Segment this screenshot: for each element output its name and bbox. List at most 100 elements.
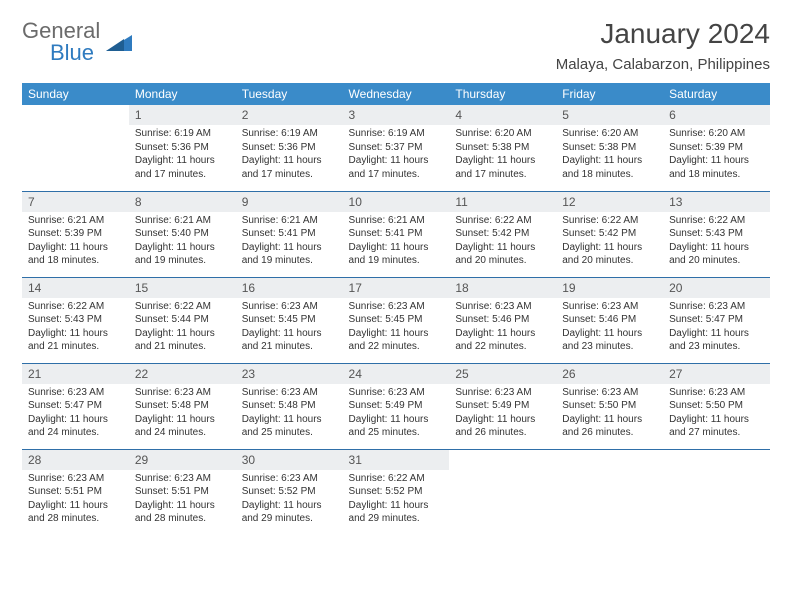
day-line-d1: Daylight: 11 hours <box>242 241 337 255</box>
day-line-ss: Sunset: 5:40 PM <box>135 227 230 241</box>
day-number: 22 <box>129 364 236 384</box>
calendar-cell: 29Sunrise: 6:23 AMSunset: 5:51 PMDayligh… <box>129 449 236 535</box>
calendar-cell: 18Sunrise: 6:23 AMSunset: 5:46 PMDayligh… <box>449 277 556 363</box>
day-number: 12 <box>556 192 663 212</box>
day-line-sr: Sunrise: 6:19 AM <box>135 127 230 141</box>
day-number: 6 <box>663 105 770 125</box>
day-body: Sunrise: 6:23 AMSunset: 5:46 PMDaylight:… <box>449 298 556 358</box>
day-body: Sunrise: 6:23 AMSunset: 5:48 PMDaylight:… <box>236 384 343 444</box>
day-line-d2: and 24 minutes. <box>28 426 123 440</box>
day-number: 13 <box>663 192 770 212</box>
brand-logo: General Blue <box>22 18 132 66</box>
day-number: 15 <box>129 278 236 298</box>
day-body: Sunrise: 6:22 AMSunset: 5:42 PMDaylight:… <box>556 212 663 272</box>
day-line-d1: Daylight: 11 hours <box>455 241 550 255</box>
day-line-sr: Sunrise: 6:23 AM <box>669 300 764 314</box>
day-line-d2: and 27 minutes. <box>669 426 764 440</box>
day-number: 2 <box>236 105 343 125</box>
day-line-sr: Sunrise: 6:23 AM <box>242 386 337 400</box>
day-line-sr: Sunrise: 6:23 AM <box>455 386 550 400</box>
day-body: Sunrise: 6:23 AMSunset: 5:50 PMDaylight:… <box>556 384 663 444</box>
day-number: 24 <box>343 364 450 384</box>
day-line-sr: Sunrise: 6:23 AM <box>455 300 550 314</box>
calendar-cell: 9Sunrise: 6:21 AMSunset: 5:41 PMDaylight… <box>236 191 343 277</box>
day-line-ss: Sunset: 5:41 PM <box>349 227 444 241</box>
day-body: Sunrise: 6:21 AMSunset: 5:41 PMDaylight:… <box>236 212 343 272</box>
day-number: 19 <box>556 278 663 298</box>
calendar-cell: 31Sunrise: 6:22 AMSunset: 5:52 PMDayligh… <box>343 449 450 535</box>
day-line-sr: Sunrise: 6:23 AM <box>562 300 657 314</box>
day-number: 26 <box>556 364 663 384</box>
weekday-header: Monday <box>129 83 236 105</box>
day-line-d2: and 18 minutes. <box>562 168 657 182</box>
calendar-week-row: 21Sunrise: 6:23 AMSunset: 5:47 PMDayligh… <box>22 363 770 449</box>
day-line-ss: Sunset: 5:52 PM <box>242 485 337 499</box>
day-line-ss: Sunset: 5:38 PM <box>562 141 657 155</box>
day-line-d2: and 22 minutes. <box>455 340 550 354</box>
day-line-d2: and 25 minutes. <box>242 426 337 440</box>
day-body: Sunrise: 6:21 AMSunset: 5:39 PMDaylight:… <box>22 212 129 272</box>
day-line-sr: Sunrise: 6:21 AM <box>242 214 337 228</box>
day-line-d1: Daylight: 11 hours <box>28 241 123 255</box>
day-line-d2: and 24 minutes. <box>135 426 230 440</box>
day-line-sr: Sunrise: 6:23 AM <box>349 300 444 314</box>
weekday-header: Wednesday <box>343 83 450 105</box>
day-line-d1: Daylight: 11 hours <box>669 413 764 427</box>
day-line-sr: Sunrise: 6:23 AM <box>562 386 657 400</box>
day-line-sr: Sunrise: 6:22 AM <box>562 214 657 228</box>
day-line-ss: Sunset: 5:42 PM <box>562 227 657 241</box>
page-header: General Blue January 2024 Malaya, Calaba… <box>22 18 770 73</box>
calendar-cell: 19Sunrise: 6:23 AMSunset: 5:46 PMDayligh… <box>556 277 663 363</box>
day-line-sr: Sunrise: 6:23 AM <box>349 386 444 400</box>
day-line-sr: Sunrise: 6:20 AM <box>455 127 550 141</box>
day-line-d2: and 18 minutes. <box>28 254 123 268</box>
calendar-week-row: 14Sunrise: 6:22 AMSunset: 5:43 PMDayligh… <box>22 277 770 363</box>
day-line-d2: and 17 minutes. <box>455 168 550 182</box>
calendar-cell: 8Sunrise: 6:21 AMSunset: 5:40 PMDaylight… <box>129 191 236 277</box>
weekday-row: SundayMondayTuesdayWednesdayThursdayFrid… <box>22 83 770 105</box>
day-line-sr: Sunrise: 6:21 AM <box>349 214 444 228</box>
month-title: January 2024 <box>556 18 770 50</box>
day-line-d1: Daylight: 11 hours <box>349 499 444 513</box>
day-line-sr: Sunrise: 6:23 AM <box>669 386 764 400</box>
day-line-d2: and 29 minutes. <box>242 512 337 526</box>
day-line-ss: Sunset: 5:46 PM <box>455 313 550 327</box>
brand-triangle-icon <box>106 33 132 53</box>
weekday-header: Friday <box>556 83 663 105</box>
day-number: 21 <box>22 364 129 384</box>
day-body: Sunrise: 6:22 AMSunset: 5:52 PMDaylight:… <box>343 470 450 530</box>
calendar-cell: 7Sunrise: 6:21 AMSunset: 5:39 PMDaylight… <box>22 191 129 277</box>
calendar-cell: 17Sunrise: 6:23 AMSunset: 5:45 PMDayligh… <box>343 277 450 363</box>
day-line-sr: Sunrise: 6:22 AM <box>349 472 444 486</box>
day-line-d1: Daylight: 11 hours <box>562 327 657 341</box>
day-line-d1: Daylight: 11 hours <box>135 241 230 255</box>
day-line-d1: Daylight: 11 hours <box>349 154 444 168</box>
brand-text: General Blue <box>22 18 100 66</box>
day-line-d2: and 26 minutes. <box>455 426 550 440</box>
calendar-week-row: 7Sunrise: 6:21 AMSunset: 5:39 PMDaylight… <box>22 191 770 277</box>
day-line-d2: and 23 minutes. <box>669 340 764 354</box>
day-line-ss: Sunset: 5:50 PM <box>562 399 657 413</box>
calendar-cell: 20Sunrise: 6:23 AMSunset: 5:47 PMDayligh… <box>663 277 770 363</box>
day-number: 10 <box>343 192 450 212</box>
day-body: Sunrise: 6:22 AMSunset: 5:43 PMDaylight:… <box>22 298 129 358</box>
day-line-sr: Sunrise: 6:22 AM <box>669 214 764 228</box>
day-line-d2: and 28 minutes. <box>135 512 230 526</box>
day-line-d2: and 21 minutes. <box>242 340 337 354</box>
calendar-cell: 4Sunrise: 6:20 AMSunset: 5:38 PMDaylight… <box>449 105 556 191</box>
day-number: 30 <box>236 450 343 470</box>
day-number: 20 <box>663 278 770 298</box>
day-line-ss: Sunset: 5:44 PM <box>135 313 230 327</box>
title-block: January 2024 Malaya, Calabarzon, Philipp… <box>556 18 770 73</box>
day-number: 17 <box>343 278 450 298</box>
day-line-sr: Sunrise: 6:20 AM <box>562 127 657 141</box>
day-line-d1: Daylight: 11 hours <box>28 327 123 341</box>
day-number: 23 <box>236 364 343 384</box>
day-line-d1: Daylight: 11 hours <box>669 241 764 255</box>
day-line-d2: and 20 minutes. <box>669 254 764 268</box>
day-body: Sunrise: 6:23 AMSunset: 5:51 PMDaylight:… <box>22 470 129 530</box>
day-line-d1: Daylight: 11 hours <box>28 499 123 513</box>
day-number: 18 <box>449 278 556 298</box>
day-line-ss: Sunset: 5:45 PM <box>242 313 337 327</box>
day-body: Sunrise: 6:22 AMSunset: 5:43 PMDaylight:… <box>663 212 770 272</box>
